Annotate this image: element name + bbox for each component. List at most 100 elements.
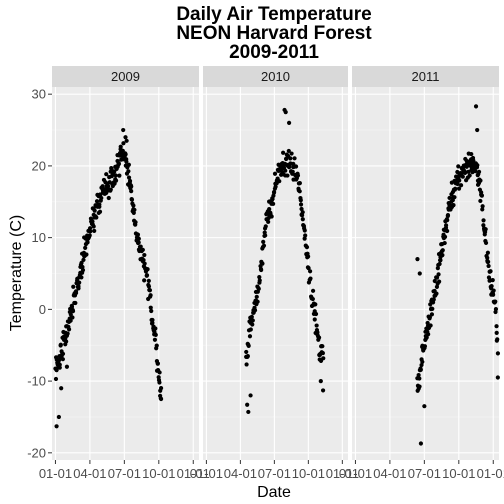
data-point (277, 179, 282, 184)
data-point (481, 218, 486, 223)
data-point (292, 156, 297, 161)
data-point (83, 245, 88, 250)
data-point (447, 195, 452, 201)
data-point (416, 372, 421, 378)
data-point (445, 228, 450, 234)
data-point (150, 320, 155, 325)
data-point (64, 339, 69, 344)
data-point (91, 224, 96, 229)
data-point (457, 178, 462, 183)
data-point (87, 226, 93, 231)
data-point (418, 441, 424, 446)
data-point (424, 335, 429, 340)
data-point (480, 204, 485, 209)
x-tick-label: 10-01 (442, 466, 475, 481)
data-point (81, 257, 86, 262)
data-point (257, 275, 262, 280)
data-point (56, 414, 61, 420)
x-tick-label: 01-01 (177, 466, 210, 481)
data-point (434, 275, 440, 280)
x-axis-title: Date (257, 484, 291, 501)
data-point (312, 317, 317, 322)
series-points-2009 (53, 127, 164, 429)
data-point (436, 272, 441, 277)
data-point (60, 357, 65, 362)
data-point (65, 331, 70, 336)
data-point (286, 148, 291, 154)
data-point (422, 344, 428, 349)
data-point (485, 255, 490, 260)
facet-strip-label: 2009 (111, 69, 140, 84)
data-point (254, 294, 259, 299)
data-point (475, 163, 480, 168)
data-point (495, 351, 501, 356)
data-point (313, 311, 319, 317)
data-point (252, 308, 258, 313)
data-point (271, 201, 276, 206)
data-point (289, 151, 294, 156)
x-tick-label: 10-01 (142, 466, 175, 481)
data-point (295, 173, 301, 178)
data-point (153, 332, 158, 338)
data-point (417, 271, 422, 276)
data-point (493, 299, 498, 304)
data-point (157, 380, 162, 385)
data-point (257, 278, 262, 283)
data-point (104, 172, 109, 177)
data-point (127, 178, 133, 184)
series-points-2010 (244, 107, 326, 415)
x-tick-label: 10-01 (292, 466, 325, 481)
x-tick-label: 07-01 (408, 466, 441, 481)
y-tick-label: 10 (32, 230, 46, 245)
data-point (493, 306, 499, 312)
data-point (283, 110, 288, 115)
data-point (57, 365, 62, 370)
data-point (417, 384, 422, 389)
data-point (483, 227, 488, 232)
data-point (131, 203, 136, 208)
y-tick-label: -10 (27, 374, 46, 389)
data-point (245, 354, 250, 359)
data-point (480, 207, 485, 212)
y-axis-title: Temperature (C) (8, 215, 25, 331)
data-point (442, 234, 448, 240)
data-point (271, 190, 277, 195)
data-point (494, 324, 499, 329)
data-point (66, 327, 72, 332)
data-point (79, 260, 84, 265)
data-point (428, 323, 433, 328)
data-point (126, 169, 131, 174)
data-point (434, 284, 440, 289)
data-point (154, 343, 159, 348)
data-point (419, 362, 424, 368)
data-point (300, 217, 305, 222)
data-point (123, 135, 128, 140)
data-point (304, 245, 310, 250)
data-point (455, 181, 460, 187)
data-point (426, 332, 431, 337)
data-point (442, 240, 447, 246)
data-point (121, 127, 126, 133)
data-point (302, 236, 307, 241)
data-point (453, 186, 458, 191)
data-point (473, 104, 479, 109)
data-point (440, 248, 445, 253)
data-point (146, 278, 151, 283)
data-point (159, 396, 164, 402)
data-point (306, 266, 311, 271)
data-point (117, 173, 122, 178)
data-point (142, 261, 147, 266)
x-tick-label: 04-01 (224, 466, 257, 481)
data-point (153, 326, 158, 331)
data-point (80, 267, 86, 273)
data-point (97, 209, 103, 214)
data-point (288, 156, 293, 161)
data-point (94, 215, 99, 220)
data-point (321, 356, 326, 361)
data-point (54, 424, 59, 429)
data-point (261, 239, 266, 244)
data-point (320, 350, 325, 356)
data-point (481, 223, 486, 228)
data-point (70, 315, 75, 320)
